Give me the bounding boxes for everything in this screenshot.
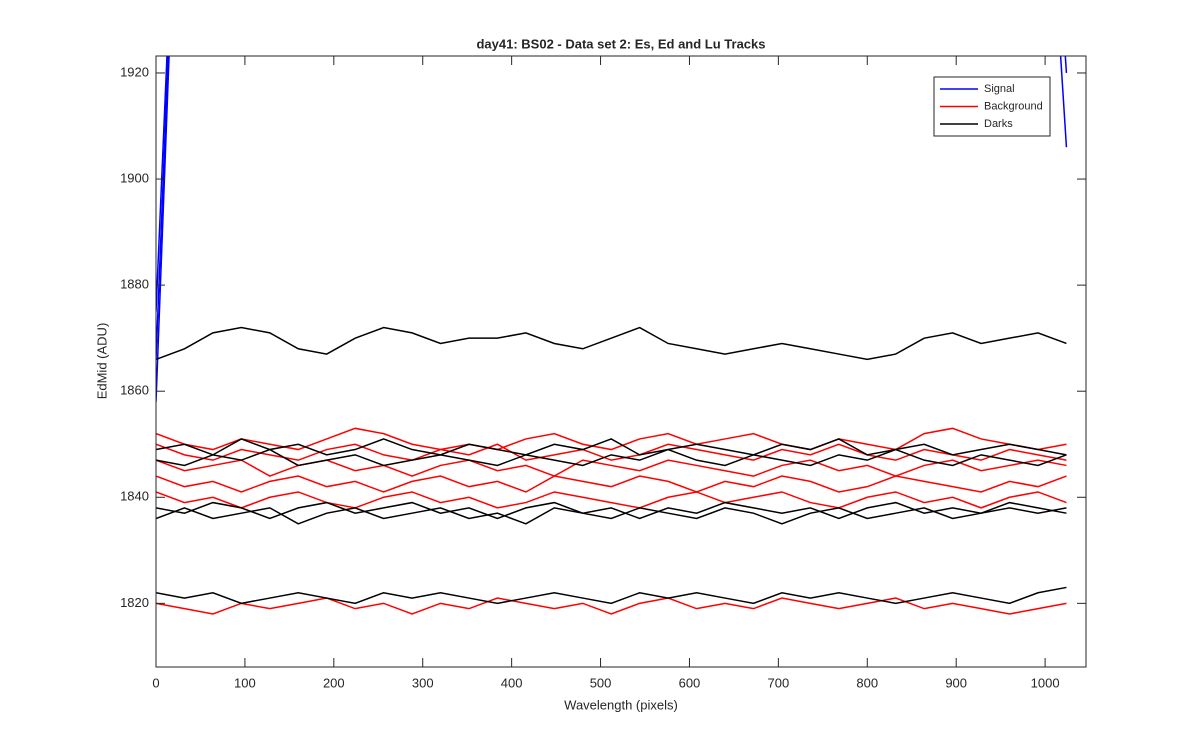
- series-line: [156, 56, 170, 402]
- x-tick-label: 1000: [1031, 675, 1060, 690]
- x-tick-label: 0: [152, 675, 159, 690]
- x-tick-label: 200: [323, 675, 345, 690]
- series-line: [156, 475, 1067, 493]
- legend-label: Background: [984, 100, 1043, 112]
- series-line: [156, 56, 1068, 360]
- y-tick-label: 1820: [120, 595, 149, 610]
- x-tick-label: 700: [768, 675, 790, 690]
- series-line: [156, 507, 1067, 525]
- x-tick-label: 400: [501, 675, 523, 690]
- axes-box: [155, 55, 1087, 668]
- legend-label: Darks: [984, 118, 1013, 130]
- y-tick-label: 1860: [120, 383, 149, 398]
- series-line: [156, 438, 1067, 456]
- y-tick-label: 1840: [120, 489, 149, 504]
- series-line: [156, 443, 1067, 461]
- plot-area: [156, 56, 1068, 615]
- x-tick-label: 600: [679, 675, 701, 690]
- series-line: [156, 448, 1067, 467]
- series-line: [156, 427, 1067, 451]
- series-line: [156, 56, 1068, 312]
- y-tick-label: 1920: [120, 64, 149, 79]
- chart-title: day41: BS02 - Data set 2: Es, Ed and Lu …: [476, 36, 765, 51]
- series-line: [156, 491, 1067, 509]
- x-tick-label: 100: [234, 675, 256, 690]
- x-axis-label: Wavelength (pixels): [564, 697, 678, 712]
- x-tick-label: 300: [412, 675, 434, 690]
- series-line: [156, 326, 1067, 361]
- y-tick-label: 1880: [120, 277, 149, 292]
- x-tick-label: 900: [945, 675, 967, 690]
- legend-label: Signal: [984, 83, 1015, 95]
- y-tick-label: 1900: [120, 170, 149, 185]
- x-tick-label: 800: [856, 675, 878, 690]
- x-tick-label: 500: [590, 675, 612, 690]
- series-line: [156, 597, 1067, 615]
- y-axis-label: EdMid (ADU): [94, 323, 109, 400]
- series-line: [156, 586, 1067, 605]
